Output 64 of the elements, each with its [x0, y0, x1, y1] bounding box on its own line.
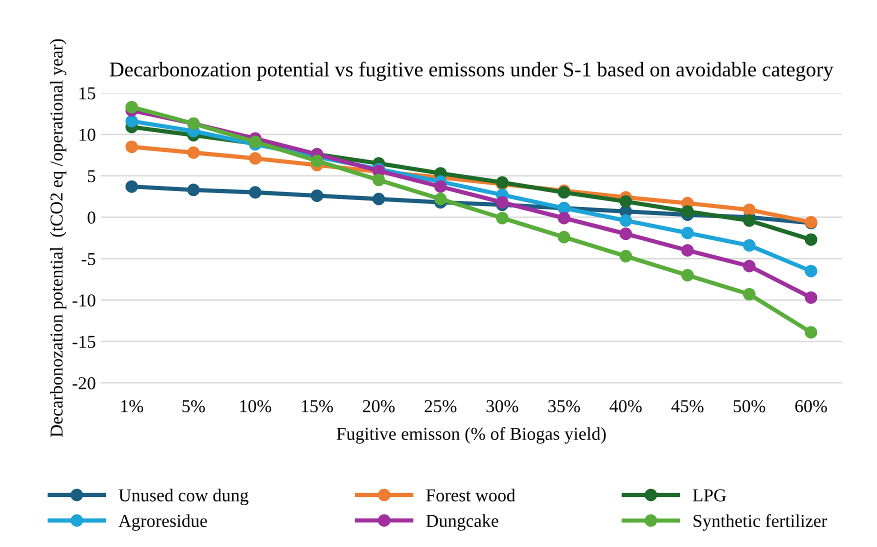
x-tick-label: 50%	[734, 400, 766, 412]
point	[681, 226, 694, 240]
point	[620, 195, 632, 208]
chart-title: Decarbonozation potential vs fugitive emissons under S-1 based on avoidable category	[110, 62, 834, 81]
point	[804, 233, 818, 246]
y-tick-label: -5	[82, 253, 96, 266]
x-tick-label: 5%	[182, 400, 205, 412]
point	[372, 174, 386, 186]
legend-label: Forest wood	[426, 488, 516, 502]
point	[743, 214, 756, 227]
point	[743, 260, 756, 272]
point	[681, 205, 694, 218]
x-tick-label: 30%	[486, 400, 518, 412]
y-tick-label: 0	[88, 211, 96, 224]
y-tick-label: -10	[72, 294, 96, 307]
point	[804, 264, 818, 278]
x-tick-label: 45%	[671, 400, 704, 412]
point	[620, 250, 632, 262]
point	[681, 244, 694, 257]
point	[187, 184, 200, 196]
legend-label: Unused cow dung	[118, 488, 248, 506]
x-tick-label: 25%	[424, 400, 456, 412]
x-tick-label: 60%	[795, 400, 827, 412]
legend-label: Dungcake	[426, 514, 498, 531]
x-axis-title: Fugitive emisson (% of Biogas yield)	[336, 427, 606, 444]
point	[743, 288, 756, 301]
legend-label: Agroresidue	[118, 514, 207, 531]
point	[620, 214, 632, 227]
point	[434, 180, 447, 193]
point	[125, 100, 138, 114]
point	[558, 212, 570, 224]
x-tick-label: 20%	[363, 400, 395, 412]
point	[248, 186, 262, 199]
y-tick-label: 15	[80, 87, 96, 100]
x-tick-label: 40%	[610, 400, 642, 412]
point	[743, 239, 756, 252]
point	[743, 204, 756, 216]
point	[804, 326, 818, 339]
point	[681, 268, 694, 282]
point	[496, 212, 509, 224]
point	[310, 189, 324, 202]
y-tick-label: -20	[72, 377, 96, 390]
point	[125, 180, 138, 193]
point	[125, 140, 138, 154]
x-tick-label: 1%	[121, 400, 144, 412]
point	[372, 192, 386, 206]
point	[125, 114, 138, 128]
legend-label: Synthetic fertilizer	[694, 514, 828, 531]
point	[434, 192, 447, 206]
point	[804, 291, 818, 304]
x-tick-label: 35%	[548, 400, 580, 412]
y-axis-title: Decarbonozation potential (tCO2 eq /operational year)	[50, 39, 66, 437]
y-tick-label: 10	[80, 128, 96, 141]
point	[310, 154, 324, 168]
point	[248, 152, 262, 165]
point	[558, 230, 570, 244]
point	[187, 146, 200, 159]
y-tick-label: -15	[72, 336, 96, 348]
x-tick-label: 15%	[302, 400, 333, 412]
x-tick-label: 10%	[240, 400, 272, 412]
legend-label: LPG	[692, 489, 726, 502]
point	[496, 196, 509, 209]
y-tick-label: 5	[88, 170, 96, 182]
point	[620, 228, 632, 240]
